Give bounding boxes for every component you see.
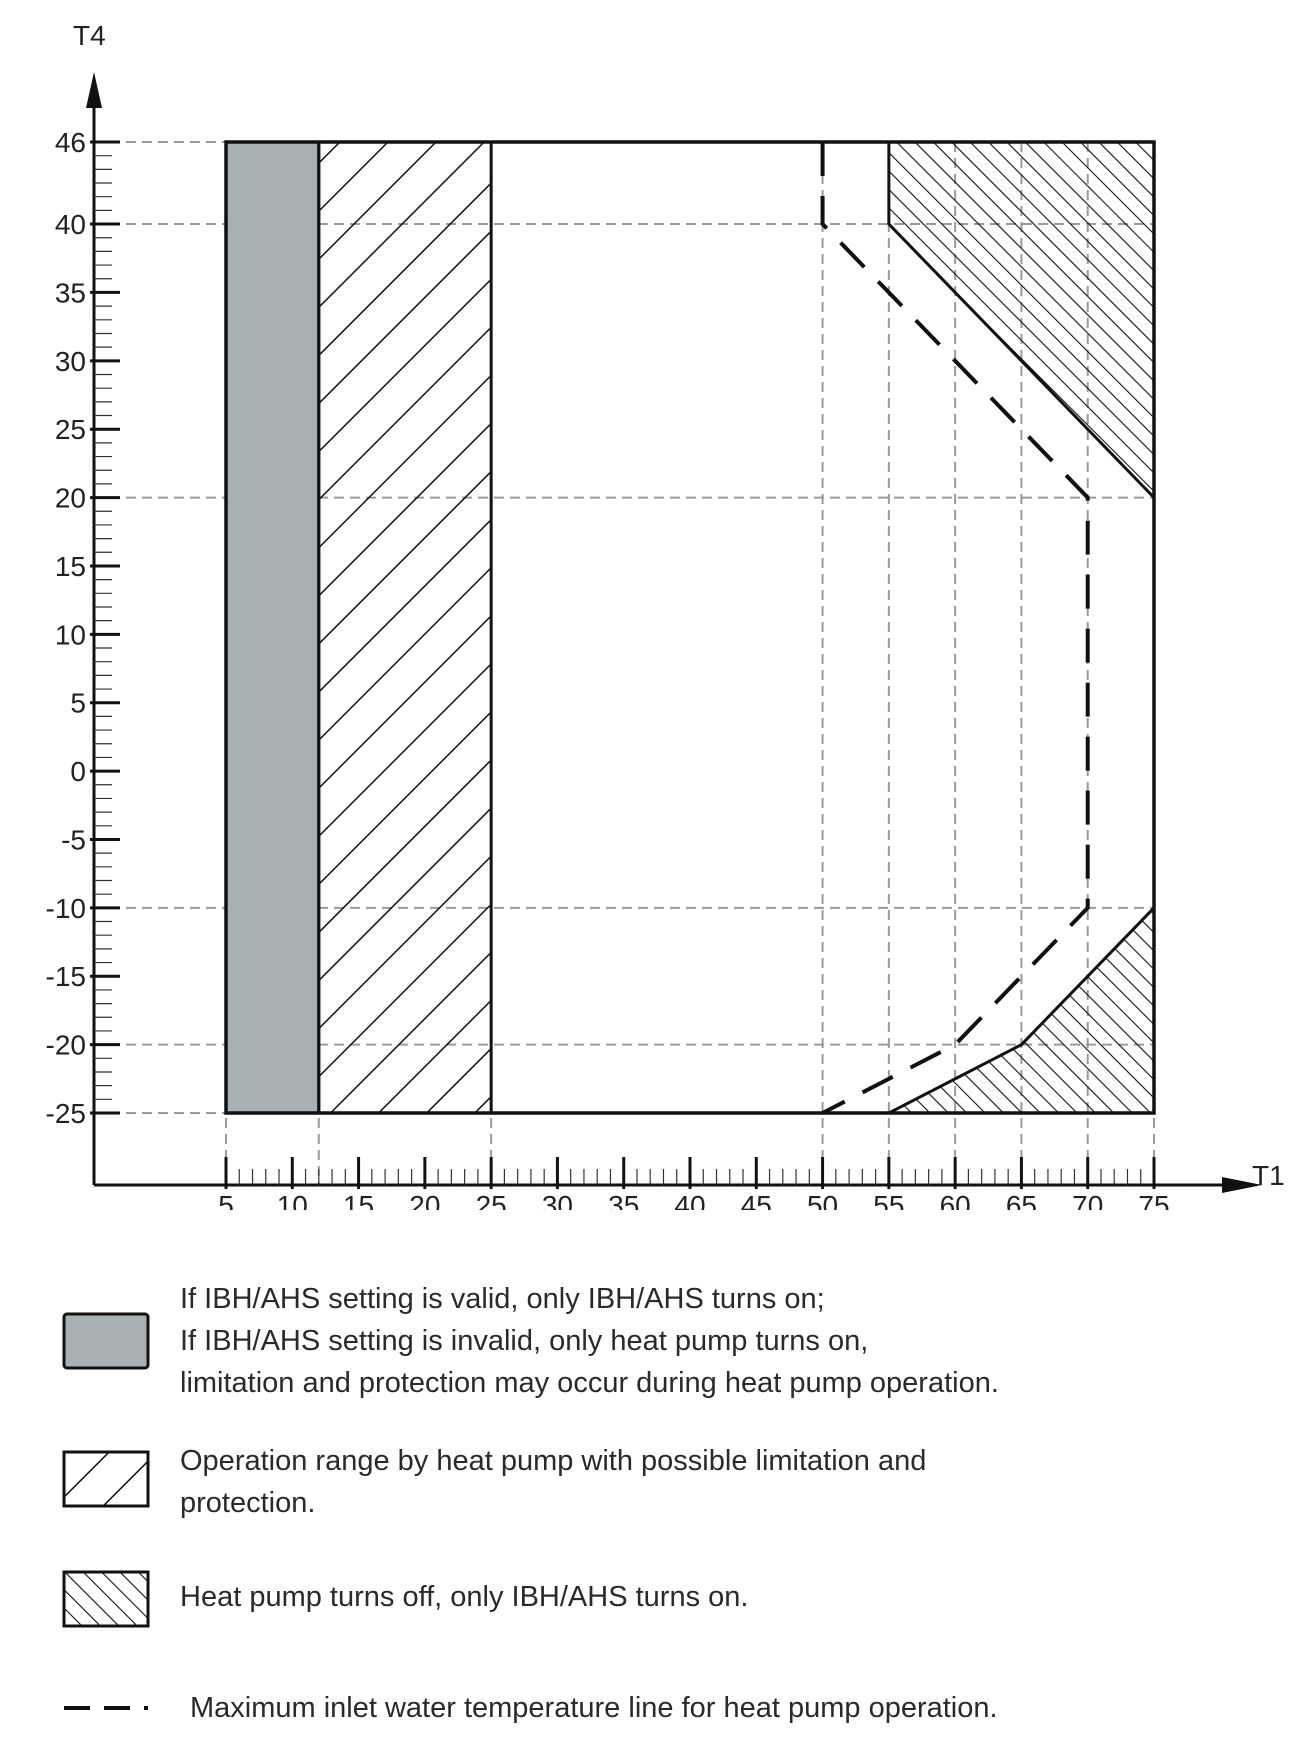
x-tick-label: 5	[218, 1190, 234, 1210]
x-tick-label: 20	[409, 1190, 440, 1210]
dashed-line-swatch	[62, 1680, 150, 1738]
y-axis-arrow	[86, 72, 102, 108]
legend-line: Maximum inlet water temperature line for…	[190, 1687, 998, 1729]
legend-line: If IBH/AHS setting is invalid, only heat…	[180, 1320, 999, 1362]
y-tick-label: 0	[70, 756, 86, 787]
x-tick-label: 50	[807, 1190, 838, 1210]
y-tick-label: -5	[61, 824, 86, 855]
y-axis-label: T4	[73, 20, 106, 51]
x-tick-label: 60	[940, 1190, 971, 1210]
legend-line: If IBH/AHS setting is valid, only IBH/AH…	[180, 1278, 999, 1320]
legend-line: limitation and protection may occur duri…	[180, 1362, 999, 1404]
x-tick-label: 55	[873, 1190, 904, 1210]
x-tick-label: 35	[608, 1190, 639, 1210]
y-tick-label: 10	[55, 619, 86, 650]
y-tick-label: -20	[46, 1030, 86, 1061]
x-tick-label: 10	[277, 1190, 308, 1210]
x-tick-label: 25	[476, 1190, 507, 1210]
y-tick-label: 20	[55, 483, 86, 514]
forward-hatch-swatch	[62, 1450, 150, 1508]
y-tick-label: 25	[55, 414, 86, 445]
x-tick-label: 70	[1072, 1190, 1103, 1210]
y-tick-label: -25	[46, 1098, 86, 1129]
y-tick-label: -15	[46, 961, 86, 992]
y-tick-label: 15	[55, 551, 86, 582]
x-tick-label: 40	[674, 1190, 705, 1210]
x-tick-label: 75	[1138, 1190, 1169, 1210]
legend-text-max-inlet-line: Maximum inlet water temperature line for…	[190, 1687, 998, 1729]
legend-line: Operation range by heat pump with possib…	[180, 1440, 926, 1482]
x-tick-label: 30	[542, 1190, 573, 1210]
x-tick-label: 15	[343, 1190, 374, 1210]
y-tick-label: 40	[55, 209, 86, 240]
y-tick-label: -10	[46, 893, 86, 924]
region-heat-pump-off-top	[889, 142, 1154, 498]
x-tick-label: 45	[741, 1190, 772, 1210]
x-axis-label: T1	[1252, 1160, 1285, 1191]
regions	[226, 142, 1154, 1113]
x-tick-label: 65	[1006, 1190, 1037, 1210]
region-ibh-ahs	[226, 142, 319, 1113]
back-hatch-swatch	[62, 1570, 150, 1628]
y-tick-label: 35	[55, 277, 86, 308]
y-tick-label: 46	[55, 127, 86, 158]
legend-text-heat-pump-range: Operation range by heat pump with possib…	[180, 1440, 926, 1524]
y-tick-label: 30	[55, 346, 86, 377]
y-tick-label: 5	[70, 688, 86, 719]
legend-line: protection.	[180, 1482, 926, 1524]
legend-text-ibh-ahs: If IBH/AHS setting is valid, only IBH/AH…	[180, 1278, 999, 1404]
gray-fill-swatch	[62, 1312, 150, 1370]
region-heat-pump-range	[319, 142, 491, 1113]
legend-text-heat-pump-off: Heat pump turns off, only IBH/AHS turns …	[180, 1576, 748, 1618]
legend-line: Heat pump turns off, only IBH/AHS turns …	[180, 1576, 748, 1618]
